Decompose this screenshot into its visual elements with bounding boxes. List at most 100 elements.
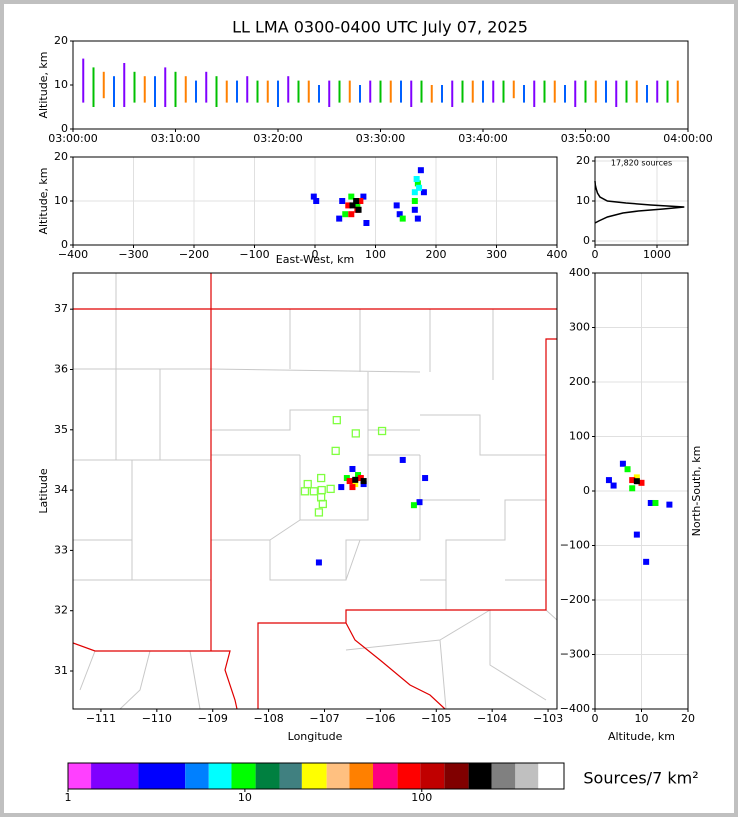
- source-density: [346, 478, 353, 485]
- y-tick-label: 10: [54, 194, 68, 207]
- source-density: [633, 531, 640, 538]
- source-density: [357, 198, 364, 204]
- x-tick-label: 0: [312, 248, 319, 261]
- source-density: [420, 189, 427, 196]
- x-axis-label: East-West, km: [276, 253, 354, 266]
- x-tick-label: 1000: [643, 248, 671, 261]
- x-tick-label: −104: [477, 712, 507, 725]
- source-density: [417, 167, 424, 174]
- y-tick-label: 36: [54, 362, 68, 375]
- source-density: [411, 206, 418, 213]
- colorbar-segment: [326, 763, 350, 789]
- source-density: [355, 206, 362, 213]
- x-tick-label: −110: [142, 712, 172, 725]
- source-density: [348, 193, 355, 200]
- y-tick-label: 0: [61, 238, 68, 251]
- colorbar-segment: [444, 763, 469, 789]
- x-tick-label: 0: [592, 248, 599, 261]
- state-borders: [73, 273, 557, 709]
- x-tick-label: 03:50:00: [561, 132, 610, 145]
- x-tick-label: −400: [58, 248, 88, 261]
- y-tick-label: 31: [54, 664, 68, 677]
- source-density: [345, 202, 352, 209]
- colorbar-segment: [231, 763, 256, 789]
- station: [314, 508, 324, 517]
- x-tick-label: 100: [365, 248, 386, 261]
- y-tick-label: 200: [569, 375, 590, 388]
- y-tick-label: −200: [560, 593, 590, 606]
- x-tick-label: 20: [681, 712, 695, 725]
- station: [318, 499, 327, 509]
- y-tick-label: 37: [54, 302, 68, 315]
- source-density: [360, 481, 367, 488]
- altitude-profile: [594, 180, 685, 224]
- colorbar-segment: [68, 763, 92, 789]
- y-tick-label: −400: [560, 702, 590, 715]
- x-tick-label: −100: [239, 248, 269, 261]
- x-tick-label: −300: [118, 248, 148, 261]
- source-density: [633, 474, 640, 481]
- y-tick-label: 20: [576, 154, 590, 167]
- x-tick-label: −200: [179, 248, 209, 261]
- x-tick-label: 03:20:00: [253, 132, 302, 145]
- station: [331, 446, 340, 456]
- source-density: [338, 484, 345, 491]
- y-tick-label: −300: [560, 648, 590, 661]
- x-tick-label: 0: [592, 712, 599, 725]
- colorbar-segment: [301, 763, 327, 789]
- source-density: [414, 215, 421, 222]
- colorbar-segment: [255, 763, 280, 789]
- source-density: [647, 499, 654, 506]
- x-tick-label: 400: [547, 248, 568, 261]
- source-density: [422, 475, 429, 482]
- source-density: [349, 465, 356, 472]
- y-tick-label: 0: [583, 484, 590, 497]
- source-density: [643, 558, 650, 565]
- panel-frame: [72, 40, 689, 130]
- colorbar-segment: [372, 763, 398, 789]
- y-tick-label: 10: [576, 194, 590, 207]
- colorbar-segment: [420, 763, 445, 789]
- source-density: [411, 189, 418, 196]
- source-density: [343, 475, 350, 482]
- source-density: [399, 215, 406, 222]
- x-tick-label: −108: [254, 712, 284, 725]
- source-density: [315, 559, 322, 566]
- source-density: [354, 202, 361, 209]
- x-tick-label: 03:00:00: [48, 132, 97, 145]
- y-tick-label: 35: [54, 423, 68, 436]
- x-tick-label: −109: [198, 712, 228, 725]
- source-density: [355, 472, 362, 479]
- source-count: 17,820 sources: [611, 159, 672, 168]
- source-density: [360, 478, 367, 485]
- source-density: [399, 456, 406, 463]
- colorbar-segment: [515, 763, 539, 789]
- colorbar-tick-label: 100: [411, 791, 432, 804]
- x-tick-label: −111: [86, 712, 116, 725]
- station: [332, 415, 341, 425]
- x-tick-label: 03:40:00: [458, 132, 507, 145]
- y-axis-label: Altitude, km: [37, 51, 50, 118]
- x-tick-label: 04:00:00: [663, 132, 712, 145]
- source-density: [360, 193, 367, 200]
- panel-frame: [594, 156, 689, 246]
- source-density: [605, 477, 612, 484]
- x-tick-label: 03:10:00: [151, 132, 200, 145]
- y-tick-label: 34: [54, 483, 68, 496]
- source-density: [348, 211, 355, 218]
- source-density: [349, 202, 356, 209]
- source-density: [393, 202, 400, 209]
- colorbar-frame: [67, 762, 565, 790]
- source-density: [413, 176, 420, 182]
- source-density: [339, 198, 346, 204]
- source-density: [353, 198, 360, 204]
- y-tick-label: 100: [569, 430, 590, 443]
- x-axis-label: Altitude, km: [608, 730, 675, 743]
- chart-title: LL LMA 0300-0400 UTC July 07, 2025: [232, 18, 528, 37]
- colorbar-segment: [491, 763, 516, 789]
- y-tick-label: 20: [54, 34, 68, 47]
- x-axis-label: Longitude: [288, 730, 343, 743]
- panel-frame: [72, 272, 558, 710]
- y-tick-label: 0: [61, 122, 68, 135]
